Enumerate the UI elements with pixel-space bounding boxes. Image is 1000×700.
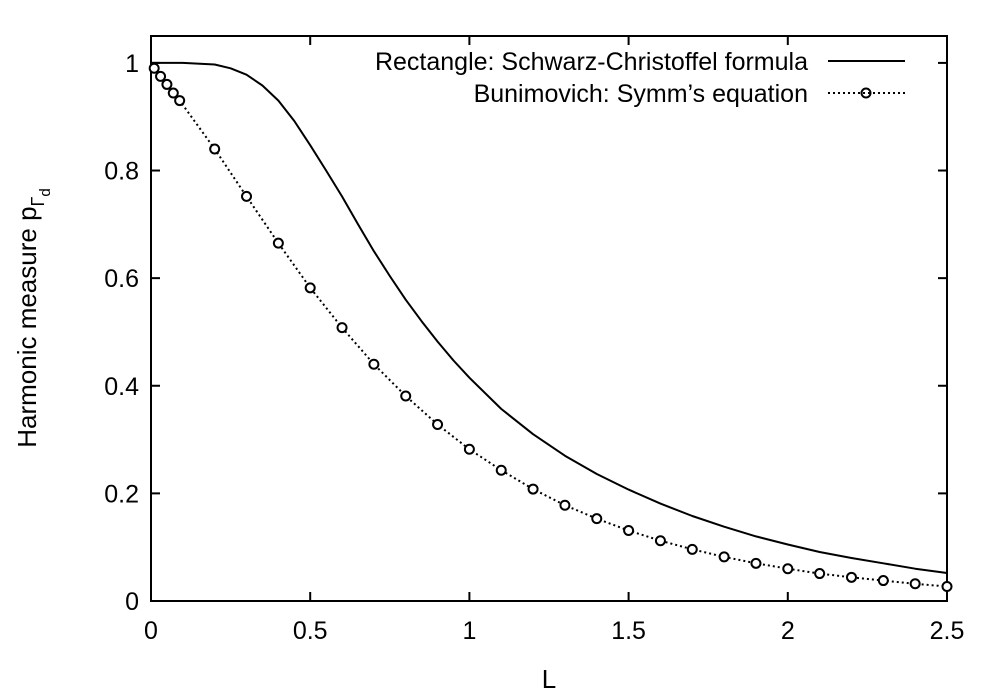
series-marker [623, 525, 635, 537]
series-marker [304, 282, 316, 294]
legend-label-bunimovich: Bunimovich: Symm’s equation [474, 80, 808, 108]
y-tick-label: 0.6 [104, 265, 139, 293]
series-marker [591, 513, 603, 525]
series-marker [174, 95, 186, 107]
series-marker [495, 464, 507, 476]
x-tick-label: 2.5 [930, 617, 965, 645]
y-axis-label-sub1: Γ [28, 196, 48, 206]
y-tick-label: 0.2 [104, 480, 139, 508]
series-marker [155, 70, 167, 82]
series-marker [272, 237, 284, 249]
series-marker [209, 143, 221, 155]
y-tick-label: 0.4 [104, 373, 139, 401]
y-tick-label: 1 [125, 50, 139, 78]
series-marker [686, 543, 698, 555]
series-marker [750, 557, 762, 569]
series-marker [241, 190, 253, 202]
x-tick-label: 1 [462, 617, 476, 645]
axis-ticks [150, 36, 948, 602]
series-markers [148, 62, 953, 592]
series-marker [527, 483, 539, 495]
series-marker [148, 62, 160, 74]
y-axis-label-main: Harmonic measure p [12, 206, 42, 447]
x-tick-label: 0.5 [293, 617, 328, 645]
x-tick-label: 0 [144, 617, 158, 645]
y-axis-label-sub2: d [37, 188, 54, 196]
series-marker [368, 358, 380, 370]
series-marker [432, 419, 444, 431]
series-marker [400, 390, 412, 402]
x-axis-label: L [542, 664, 556, 694]
series-marker [941, 580, 953, 592]
series-marker [336, 322, 348, 334]
series-marker [814, 568, 826, 580]
y-tick-labels: 0 0.2 0.4 0.6 0.8 1 [104, 50, 139, 616]
series-marker [463, 443, 475, 455]
series-marker [782, 563, 794, 575]
series-marker [877, 575, 889, 587]
y-axis-label: Harmonic measure pΓd [12, 188, 54, 448]
legend-label-rectangle: Rectangle: Schwarz-Christoffel formula [375, 48, 808, 76]
x-tick-label: 1.5 [611, 617, 646, 645]
series-marker [909, 578, 921, 590]
series-marker [559, 499, 571, 511]
series-marker [718, 551, 730, 563]
y-tick-label: 0 [125, 588, 139, 616]
series-marker [167, 87, 179, 99]
y-tick-label: 0.8 [104, 158, 139, 186]
series-lines [151, 61, 948, 588]
plot-frame [150, 35, 948, 602]
x-tick-label: 2 [781, 617, 795, 645]
series-marker [654, 535, 666, 547]
series-marker [845, 571, 857, 583]
legend: Rectangle: Schwarz-Christoffel formula B… [375, 48, 905, 108]
series-line-0 [151, 61, 948, 574]
series-marker [161, 78, 173, 90]
x-tick-labels: 0 0.5 1 1.5 2 2.5 [144, 617, 964, 645]
legend-marker-bunimovich [860, 87, 872, 99]
series-line-1 [153, 67, 948, 588]
